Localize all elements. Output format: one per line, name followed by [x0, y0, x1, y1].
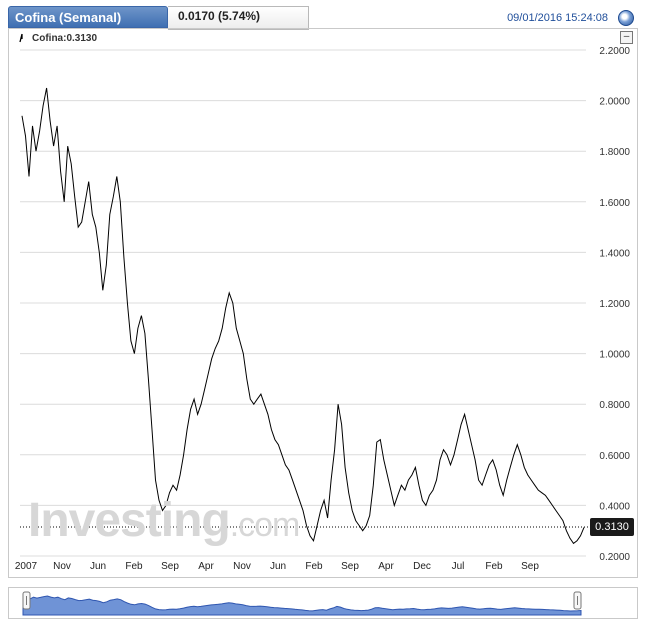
collapse-panel-button[interactable]: – — [620, 31, 633, 44]
investing-watermark: Investing.com — [28, 494, 300, 547]
navigator-area — [22, 595, 582, 616]
chart-title: Cofina (Semanal) — [15, 10, 122, 25]
timestamp: 09/01/2016 15:24:08 — [507, 12, 608, 24]
legend-label: Cofina:0.3130 — [32, 33, 98, 44]
series-line-icon — [19, 34, 23, 43]
chart-title-tab[interactable]: Cofina (Semanal) — [8, 6, 168, 28]
last-price-badge: 0.3130 — [590, 518, 634, 536]
header-band — [168, 6, 309, 30]
price-change: 0.0170 (5.74%) — [178, 9, 261, 23]
zoom-icon[interactable] — [618, 10, 634, 26]
navigator[interactable] — [8, 587, 638, 619]
chart-frame — [8, 28, 638, 578]
header-bar: Cofina (Semanal) 0.0170 (5.74%) 09/01/20… — [8, 6, 638, 30]
legend: Cofina:0.3130 — [18, 33, 97, 44]
